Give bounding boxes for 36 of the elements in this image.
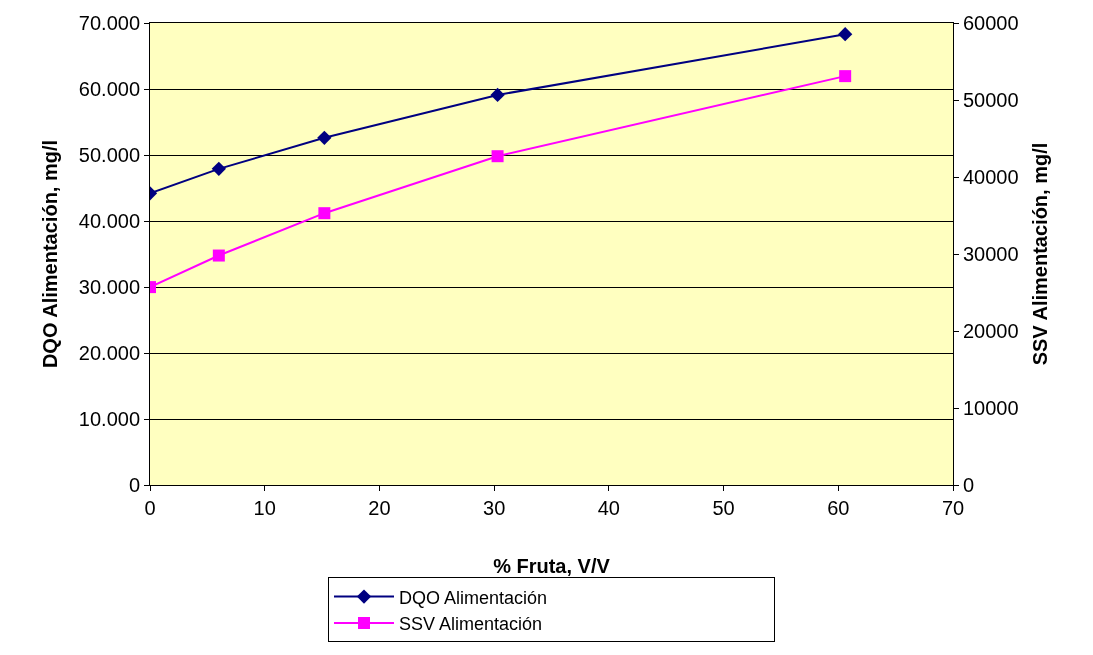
y-tick-label: 0: [128, 474, 140, 496]
point: [839, 70, 852, 83]
y-tick-label: 30.000: [78, 276, 140, 298]
legend-label: DQO Alimentación: [399, 587, 548, 608]
y2-tick-label: 0: [963, 474, 975, 496]
x-tick-label: 20: [368, 497, 391, 519]
y-tick-label: 40.000: [78, 210, 140, 232]
x-tick-label: 70: [941, 497, 965, 519]
y2-tick-label: 50000: [963, 89, 1019, 111]
y2-tick-label: 40000: [963, 166, 1019, 188]
x-tick-label: 60: [827, 497, 850, 519]
y-tick-label: 70.000: [78, 12, 140, 34]
y-tick-label: 60.000: [78, 78, 140, 100]
y-axis-title: DQO Alimentación, mg/l: [39, 139, 62, 369]
y2-tick-label: 60000: [963, 12, 1019, 34]
y2-tick-label: 20000: [963, 320, 1019, 342]
y2-tick-label: 10000: [963, 397, 1019, 419]
point: [838, 27, 853, 42]
legend-label: SSV Alimentación: [399, 614, 543, 635]
x-tick-label: 40: [597, 497, 620, 519]
y-tick-label: 10.000: [78, 408, 140, 430]
point: [491, 150, 504, 163]
point: [490, 87, 505, 103]
point: [212, 249, 225, 262]
x-tick-label: 0: [144, 497, 156, 519]
x-tick-label: 10: [253, 497, 276, 519]
y-tick-label: 50.000: [78, 144, 140, 166]
point: [318, 207, 331, 220]
y2-axis-title: SSV Alimentación, mg/l: [1029, 142, 1052, 366]
point: [211, 161, 226, 177]
y-tick-label: 20.000: [78, 342, 140, 364]
x-tick-label: 50: [712, 497, 735, 519]
x-tick-label: 30: [483, 497, 506, 519]
point: [317, 130, 332, 145]
x-axis-title: % Fruta, V/V: [493, 554, 611, 577]
y2-tick-label: 30000: [963, 243, 1019, 265]
